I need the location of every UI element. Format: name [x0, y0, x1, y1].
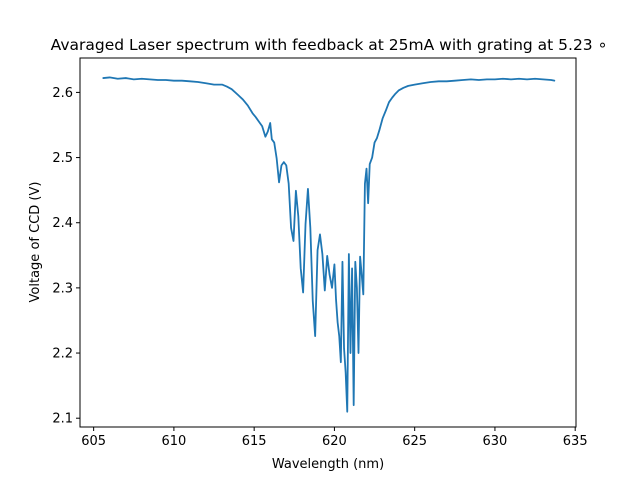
- series-layer: [102, 76, 556, 413]
- x-tick-label: 635: [563, 434, 588, 449]
- y-tick-label: 2.5: [52, 151, 73, 166]
- chart-title: Avaraged Laser spectrum with feedback at…: [51, 36, 608, 54]
- x-tick-label: 610: [161, 434, 186, 449]
- plot-area: [79, 57, 577, 428]
- series-line: [102, 76, 556, 413]
- y-axis-title: Voltage of CCD (V): [28, 182, 43, 303]
- x-tick-label: 620: [322, 434, 347, 449]
- x-tick-label: 615: [242, 434, 267, 449]
- y-axis: 2.1 2.2 2.3 2.4 2.5 2.6: [52, 86, 80, 427]
- x-axis-title: Wavelength (nm): [272, 457, 384, 472]
- y-tick-label: 2.4: [52, 216, 73, 231]
- plot-frame: [79, 57, 577, 428]
- x-tick-label: 630: [483, 434, 508, 449]
- y-tick-label: 2.6: [52, 86, 73, 101]
- y-tick-label: 2.1: [52, 412, 73, 427]
- x-tick-label: 605: [81, 434, 106, 449]
- x-tick-label: 625: [402, 434, 427, 449]
- y-tick-label: 2.3: [52, 281, 73, 296]
- y-tick-label: 2.2: [52, 347, 73, 362]
- x-axis: 605 610 615 620 625 630 635: [81, 427, 588, 449]
